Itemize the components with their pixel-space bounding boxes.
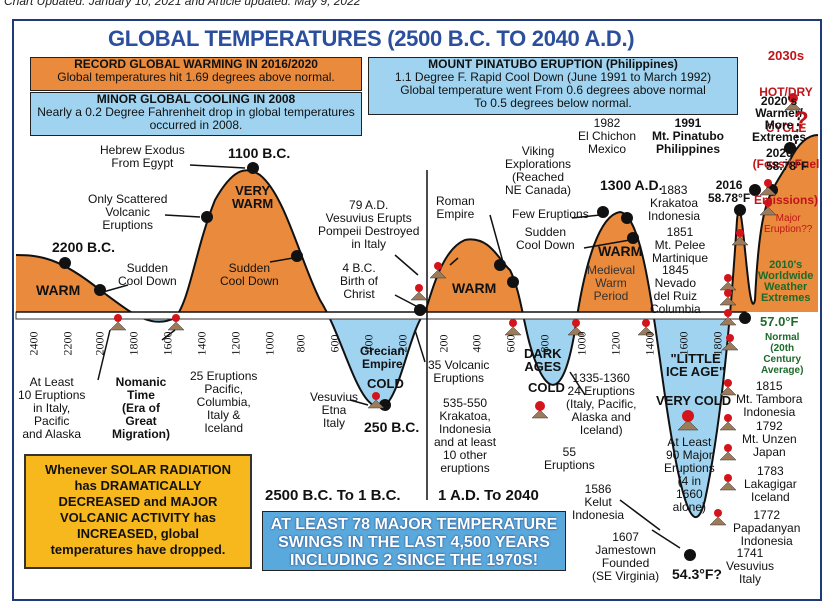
- solar-radiation-box: Whenever SOLAR RADIATION has DRAMATICALL…: [24, 454, 252, 569]
- page-title: GLOBAL TEMPERATURES (2500 B.C. TO 2040 A…: [108, 26, 635, 51]
- label-chichon: 1982 El Chichon Mexico: [578, 116, 637, 156]
- label-pinatubo-1991: 1991 Mt. Pinatubo Philippines: [652, 116, 724, 156]
- label-krakatoa-535: 535-550 Krakatoa, Indonesia and at least…: [434, 396, 497, 475]
- era-right-label: 1 A.D. To 2040: [438, 487, 539, 504]
- axis-tick-1800: 1800: [126, 331, 141, 356]
- label-pelee: 1851 Mt. Pelee Martinique: [652, 225, 709, 265]
- label-lakagigar: 1783 Lakagigar Iceland: [744, 464, 797, 504]
- label-1100bc: 1100 B.C.: [228, 145, 291, 161]
- label-major-eruption: Major Eruption??: [764, 213, 813, 235]
- label-warm-2: WARM: [452, 280, 497, 296]
- label-grecian: Grecian Empire: [360, 344, 405, 371]
- label-warm-1: WARM: [36, 282, 81, 298]
- axis-tick-ad200: 200: [436, 334, 451, 353]
- axis-tick-2200: 2200: [60, 331, 75, 356]
- update-note: Chart Updated: January 10, 2021 and Arti…: [4, 0, 361, 8]
- axis-tick-1000: 1000: [262, 331, 277, 356]
- label-2020: 2020 58.78°F: [766, 146, 809, 173]
- label-sudden-1: Sudden Cool Down: [118, 261, 177, 288]
- temperature-swings-box: AT LEAST 78 MAJOR TEMPERATURE SWINGS IN …: [262, 511, 566, 571]
- label-sudden-2: Sudden Cool Down: [220, 261, 279, 288]
- future-l2: CYCLE: [765, 121, 807, 135]
- label-normal-temp: 57.0°F: [760, 314, 799, 329]
- label-2200bc: 2200 B.C.: [52, 239, 116, 255]
- label-ruiz: 1845 Nevado del Ruiz Columbia: [650, 263, 701, 316]
- label-cold-2: COLD: [528, 380, 565, 395]
- cooling-heading: MINOR GLOBAL COOLING IN 2008: [96, 92, 296, 106]
- minor-cooling-box: MINOR GLOBAL COOLING IN 2008 Nearly a 0.…: [30, 92, 362, 136]
- future-l3: (Fossil Fuel: [752, 157, 820, 171]
- label-krakatoa-1883: 1883 Krakatoa Indonesia: [648, 183, 701, 223]
- pinatubo-line2: Global temperature went From 0.6 degrees…: [400, 83, 706, 97]
- label-25eruptions: 25 Eruptions Pacific, Columbia, Italy & …: [190, 369, 258, 435]
- pinatubo-line1: 1.1 Degree F. Rapid Cool Down (June 1991…: [394, 70, 712, 84]
- label-vesuvius-1741: 1741 Vesuvius Italy: [726, 546, 775, 586]
- record-text: Global temperatures hit 1.69 degrees abo…: [57, 70, 335, 84]
- label-warm-3: WARM: [598, 243, 643, 259]
- label-tambora: 1815 Mt. Tambora Indonesia: [736, 379, 803, 419]
- future-cycle-label: 2030s HOT/DRY CYCLE (Fossil Fuel Emissio…: [744, 26, 828, 230]
- pinatubo-heading: MOUNT PINATUBO ERUPTION (Philippines): [428, 57, 678, 71]
- label-nomanic: Nomanic Time (Era of Great Migration): [112, 375, 170, 441]
- label-1300ad: 1300 A.D.: [600, 177, 663, 193]
- axis-tick-1200: 1200: [228, 331, 243, 356]
- future-l1: HOT/DRY: [759, 85, 813, 99]
- label-roman: Roman Empire: [436, 194, 475, 221]
- axis-tick-ad1000: 1000: [574, 331, 589, 356]
- pinatubo-line3: To 0.5 degrees below normal.: [474, 96, 632, 110]
- label-normal-sub: Normal (20th Century Average): [761, 332, 804, 376]
- label-54-3f: 54.3°F?: [672, 566, 722, 582]
- label-very-warm: VERY WARM: [232, 183, 274, 211]
- axis-tick-1600: 1600: [160, 331, 175, 356]
- axis-tick-600: 600: [327, 334, 342, 353]
- label-little-ice-age: "LITTLE ICE AGE": [666, 351, 726, 379]
- label-dark-ages: DARK AGES: [524, 346, 562, 374]
- axis-tick-ad400: 400: [469, 334, 484, 353]
- label-55eruptions: 55 Eruptions: [544, 445, 595, 472]
- axis-tick-2400: 2400: [26, 331, 41, 356]
- label-jamestown: 1607 Jamestown Founded (SE Virginia): [592, 530, 660, 583]
- axis-tick-ad1400: 1400: [642, 331, 657, 356]
- pinatubo-box: MOUNT PINATUBO ERUPTION (Philippines) 1.…: [368, 57, 738, 115]
- future-l4: Emissions): [753, 193, 819, 207]
- label-35volcanic: 35 Volcanic Eruptions: [428, 358, 490, 385]
- era-left-label: 2500 B.C. To 1 B.C.: [265, 487, 401, 504]
- label-2010s: 2010's Worldwide Weather Extremes: [758, 259, 814, 304]
- axis-tick-ad600: 600: [503, 334, 518, 353]
- label-few-eruptions: Few Eruptions: [512, 207, 589, 221]
- cooling-text: Nearly a 0.2 Degree Fahrenheit drop in g…: [37, 105, 355, 132]
- axis-tick-1400: 1400: [194, 331, 209, 356]
- label-unzen: 1792 Mt. Unzen Japan: [742, 419, 797, 459]
- label-250bc: 250 B.C.: [364, 419, 420, 435]
- label-vesuvius-79: 79 A.D. Vesuvius Erupts Pompeii Destroye…: [318, 198, 420, 251]
- record-warming-box: RECORD GLOBAL WARMING IN 2016/2020 Globa…: [30, 57, 362, 91]
- label-4bc: 4 B.C. Birth of Christ: [340, 261, 379, 301]
- label-atleast90: At Least 90 Major Eruptions (4 in 1660 a…: [664, 435, 715, 514]
- label-atleast10: At Least 10 Eruptions in Italy, Pacific …: [18, 375, 86, 441]
- label-kelut: 1586 Kelut Indonesia: [572, 482, 625, 522]
- label-scattered: Only Scattered Volcanic Eruptions: [88, 192, 168, 232]
- future-years: 2030s: [767, 48, 805, 63]
- label-2020s: 2020's Warmer/ More Extremes: [752, 94, 807, 144]
- label-2016: 2016 58.78°F: [708, 178, 751, 205]
- label-cold-1: COLD: [367, 376, 404, 391]
- label-sudden-3: Sudden Cool Down: [516, 225, 575, 252]
- label-very-cold: VERY COLD: [656, 393, 732, 408]
- axis-tick-ad1200: 1200: [608, 331, 623, 356]
- label-1335: 1335-1360 24 Eruptions (Italy, Pacific, …: [566, 371, 637, 437]
- label-papadanyan: 1772 Papadanyan Indonesia: [733, 508, 801, 548]
- axis-tick-2000: 2000: [92, 331, 107, 356]
- record-heading: RECORD GLOBAL WARMING IN 2016/2020: [74, 57, 318, 71]
- label-medieval: Medieval Warm Period: [587, 263, 636, 303]
- label-vesuvius-etna: Vesuvius Etna Italy: [310, 390, 359, 430]
- label-viking: Viking Explorations (Reached NE Canada): [505, 144, 572, 197]
- question-mark: ?: [794, 107, 809, 134]
- axis-tick-800: 800: [293, 334, 308, 353]
- label-exodus: Hebrew Exodus From Egypt: [100, 143, 185, 170]
